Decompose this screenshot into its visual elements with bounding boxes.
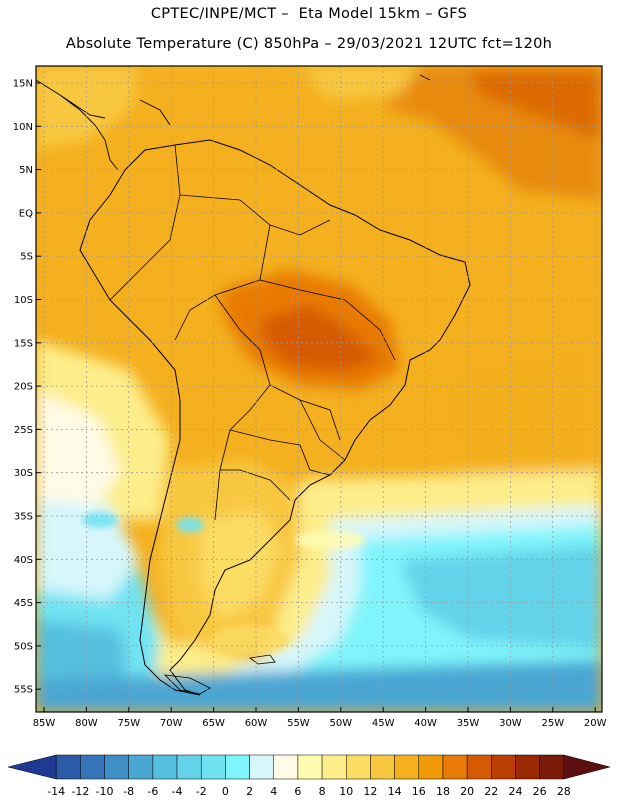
- temperature-field: [36, 66, 602, 712]
- colorbar-swatch: [442, 754, 468, 780]
- colorbar-label: -6: [147, 785, 158, 798]
- colorbar-swatch: [321, 754, 347, 780]
- graticule: [36, 66, 602, 712]
- lat-label: 5S: [20, 252, 33, 263]
- colorbar-swatch: [55, 754, 81, 780]
- falkland-islands: [248, 654, 276, 665]
- south-america-outline: [79, 139, 471, 696]
- lon-label: 55W: [287, 718, 310, 729]
- lat-label: 40S: [14, 555, 33, 566]
- colorbar-high-arrow: [563, 754, 611, 780]
- latitude-labels: 15N 10N 5N EQ 5S 10S 15S 20S 25S 30S 35S 40S 45S 50S 5…: [13, 79, 41, 696]
- colorbar-label: 22: [484, 785, 498, 798]
- colorbar-label: 28: [557, 785, 571, 798]
- colorbar-low-arrow: [7, 754, 57, 780]
- lat-label: 35S: [14, 512, 33, 523]
- lat-label: 15N: [13, 79, 33, 90]
- coastline-layer: [36, 74, 471, 696]
- colorbar-swatch: [491, 754, 516, 780]
- lon-label: 70W: [160, 718, 183, 729]
- colorbar: -14 -12 -10 -8 -6 -4 -2 0 2 4 6 8 10 12 14 16 18 20 22 24 26…: [7, 754, 611, 798]
- colorbar-label: 4: [270, 785, 277, 798]
- colorbar-label: 18: [436, 785, 450, 798]
- lon-label: 50W: [329, 718, 352, 729]
- colorbar-label: -2: [196, 785, 207, 798]
- lat-label: 15S: [14, 338, 33, 349]
- colorbar-label: 20: [460, 785, 474, 798]
- lon-label: 25W: [541, 718, 564, 729]
- longitude-labels: 85W 80W 75W 70W 65W 60W 55W 50W 45W 40W 35W 30W 25W 2…: [33, 707, 607, 729]
- lon-label: 35W: [457, 718, 480, 729]
- colorbar-swatch: [297, 754, 323, 780]
- colorbar-swatch: [176, 754, 202, 780]
- colorbar-label: 12: [363, 785, 377, 798]
- colorbar-swatch: [249, 754, 274, 780]
- colorbar-swatch: [80, 754, 105, 780]
- plot-frame: [35, 65, 603, 713]
- lon-label: 20W: [584, 718, 607, 729]
- colorbar-label: 16: [412, 785, 426, 798]
- lon-label: 75W: [117, 718, 140, 729]
- colorbar-label: -10: [96, 785, 114, 798]
- colorbar-swatch: [152, 754, 178, 780]
- colorbar-swatch: [394, 754, 420, 780]
- title-line-1: CPTEC/INPE/MCT – Eta Model 15km – GFS: [150, 6, 468, 22]
- colorbar-label: 0: [222, 785, 229, 798]
- colorbar-swatch: [128, 754, 154, 780]
- lat-label: 30S: [14, 468, 33, 479]
- tierra-del-fuego: [163, 674, 211, 695]
- colorbar-label: 2: [246, 785, 253, 798]
- lon-label: 65W: [202, 718, 225, 729]
- lat-label: 20S: [14, 382, 33, 393]
- colorbar-swatch: [515, 754, 540, 780]
- colorbar-label: 8: [319, 785, 326, 798]
- colorbar-label: -12: [71, 785, 89, 798]
- lat-label: 25S: [14, 425, 33, 436]
- colorbar-swatch: [225, 754, 250, 780]
- colorbar-swatch: [346, 754, 371, 780]
- lon-label: 40W: [414, 718, 437, 729]
- colorbar-label: -4: [172, 785, 183, 798]
- title-line-2: Absolute Temperature (C) 850hPa – 29/03/…: [65, 36, 553, 52]
- colorbar-swatch: [200, 754, 226, 780]
- lon-label: 30W: [499, 718, 522, 729]
- colorbar-label: 6: [294, 785, 301, 798]
- colorbar-swatch: [539, 754, 565, 780]
- lon-label: 85W: [33, 718, 56, 729]
- colorbar-swatch: [104, 754, 129, 780]
- central-america-outline: [36, 74, 431, 171]
- colorbar-label: 10: [339, 785, 353, 798]
- country-borders: [109, 144, 396, 521]
- lat-label: 5N: [19, 165, 33, 176]
- colorbar-label: 24: [508, 785, 522, 798]
- lat-label: EQ: [19, 208, 33, 219]
- lat-label: 10N: [13, 122, 33, 133]
- colorbar-label: -14: [47, 785, 65, 798]
- lon-label: 80W: [75, 718, 98, 729]
- colorbar-label: 26: [533, 785, 547, 798]
- lon-label: 60W: [245, 718, 268, 729]
- colorbar-label: 14: [388, 785, 402, 798]
- lat-label: 45S: [14, 598, 33, 609]
- colorbar-swatch: [370, 754, 395, 780]
- colorbar-swatch: [466, 754, 492, 780]
- lon-label: 45W: [372, 718, 395, 729]
- colorbar-swatch: [418, 754, 444, 780]
- lat-label: 50S: [14, 641, 33, 652]
- lat-label: 10S: [14, 295, 33, 306]
- colorbar-label: -8: [123, 785, 134, 798]
- lat-label: 55S: [14, 685, 33, 696]
- colorbar-swatch: [273, 754, 299, 780]
